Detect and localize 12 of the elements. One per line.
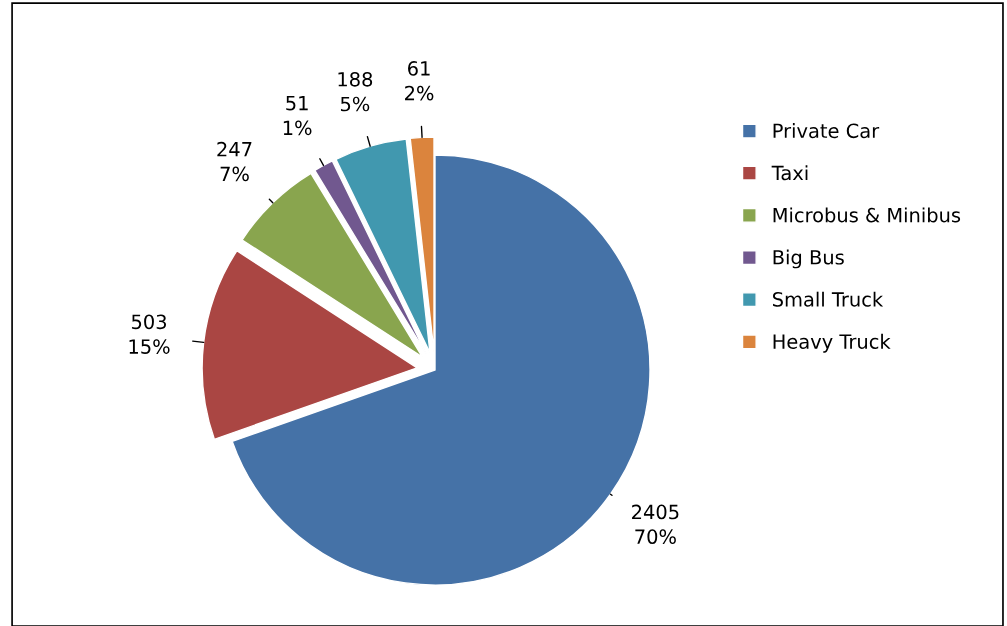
legend-label: Heavy Truck [773,333,891,353]
data-label: 61 2% [405,61,434,101]
data-label: 188 5% [338,71,373,112]
legend-label: Big Bus [773,249,844,269]
legend-label: Microbus & Minibus [773,207,961,223]
legend-label: Taxi [771,165,808,181]
data-label: 51 1% [283,95,312,136]
legend-label: Private Car [773,123,880,139]
data-label: 247 7% [217,141,252,182]
legend-label: Small Truck [772,291,884,307]
data-label: 2405 70% [632,504,679,545]
data-label: 503 15% [129,314,170,354]
